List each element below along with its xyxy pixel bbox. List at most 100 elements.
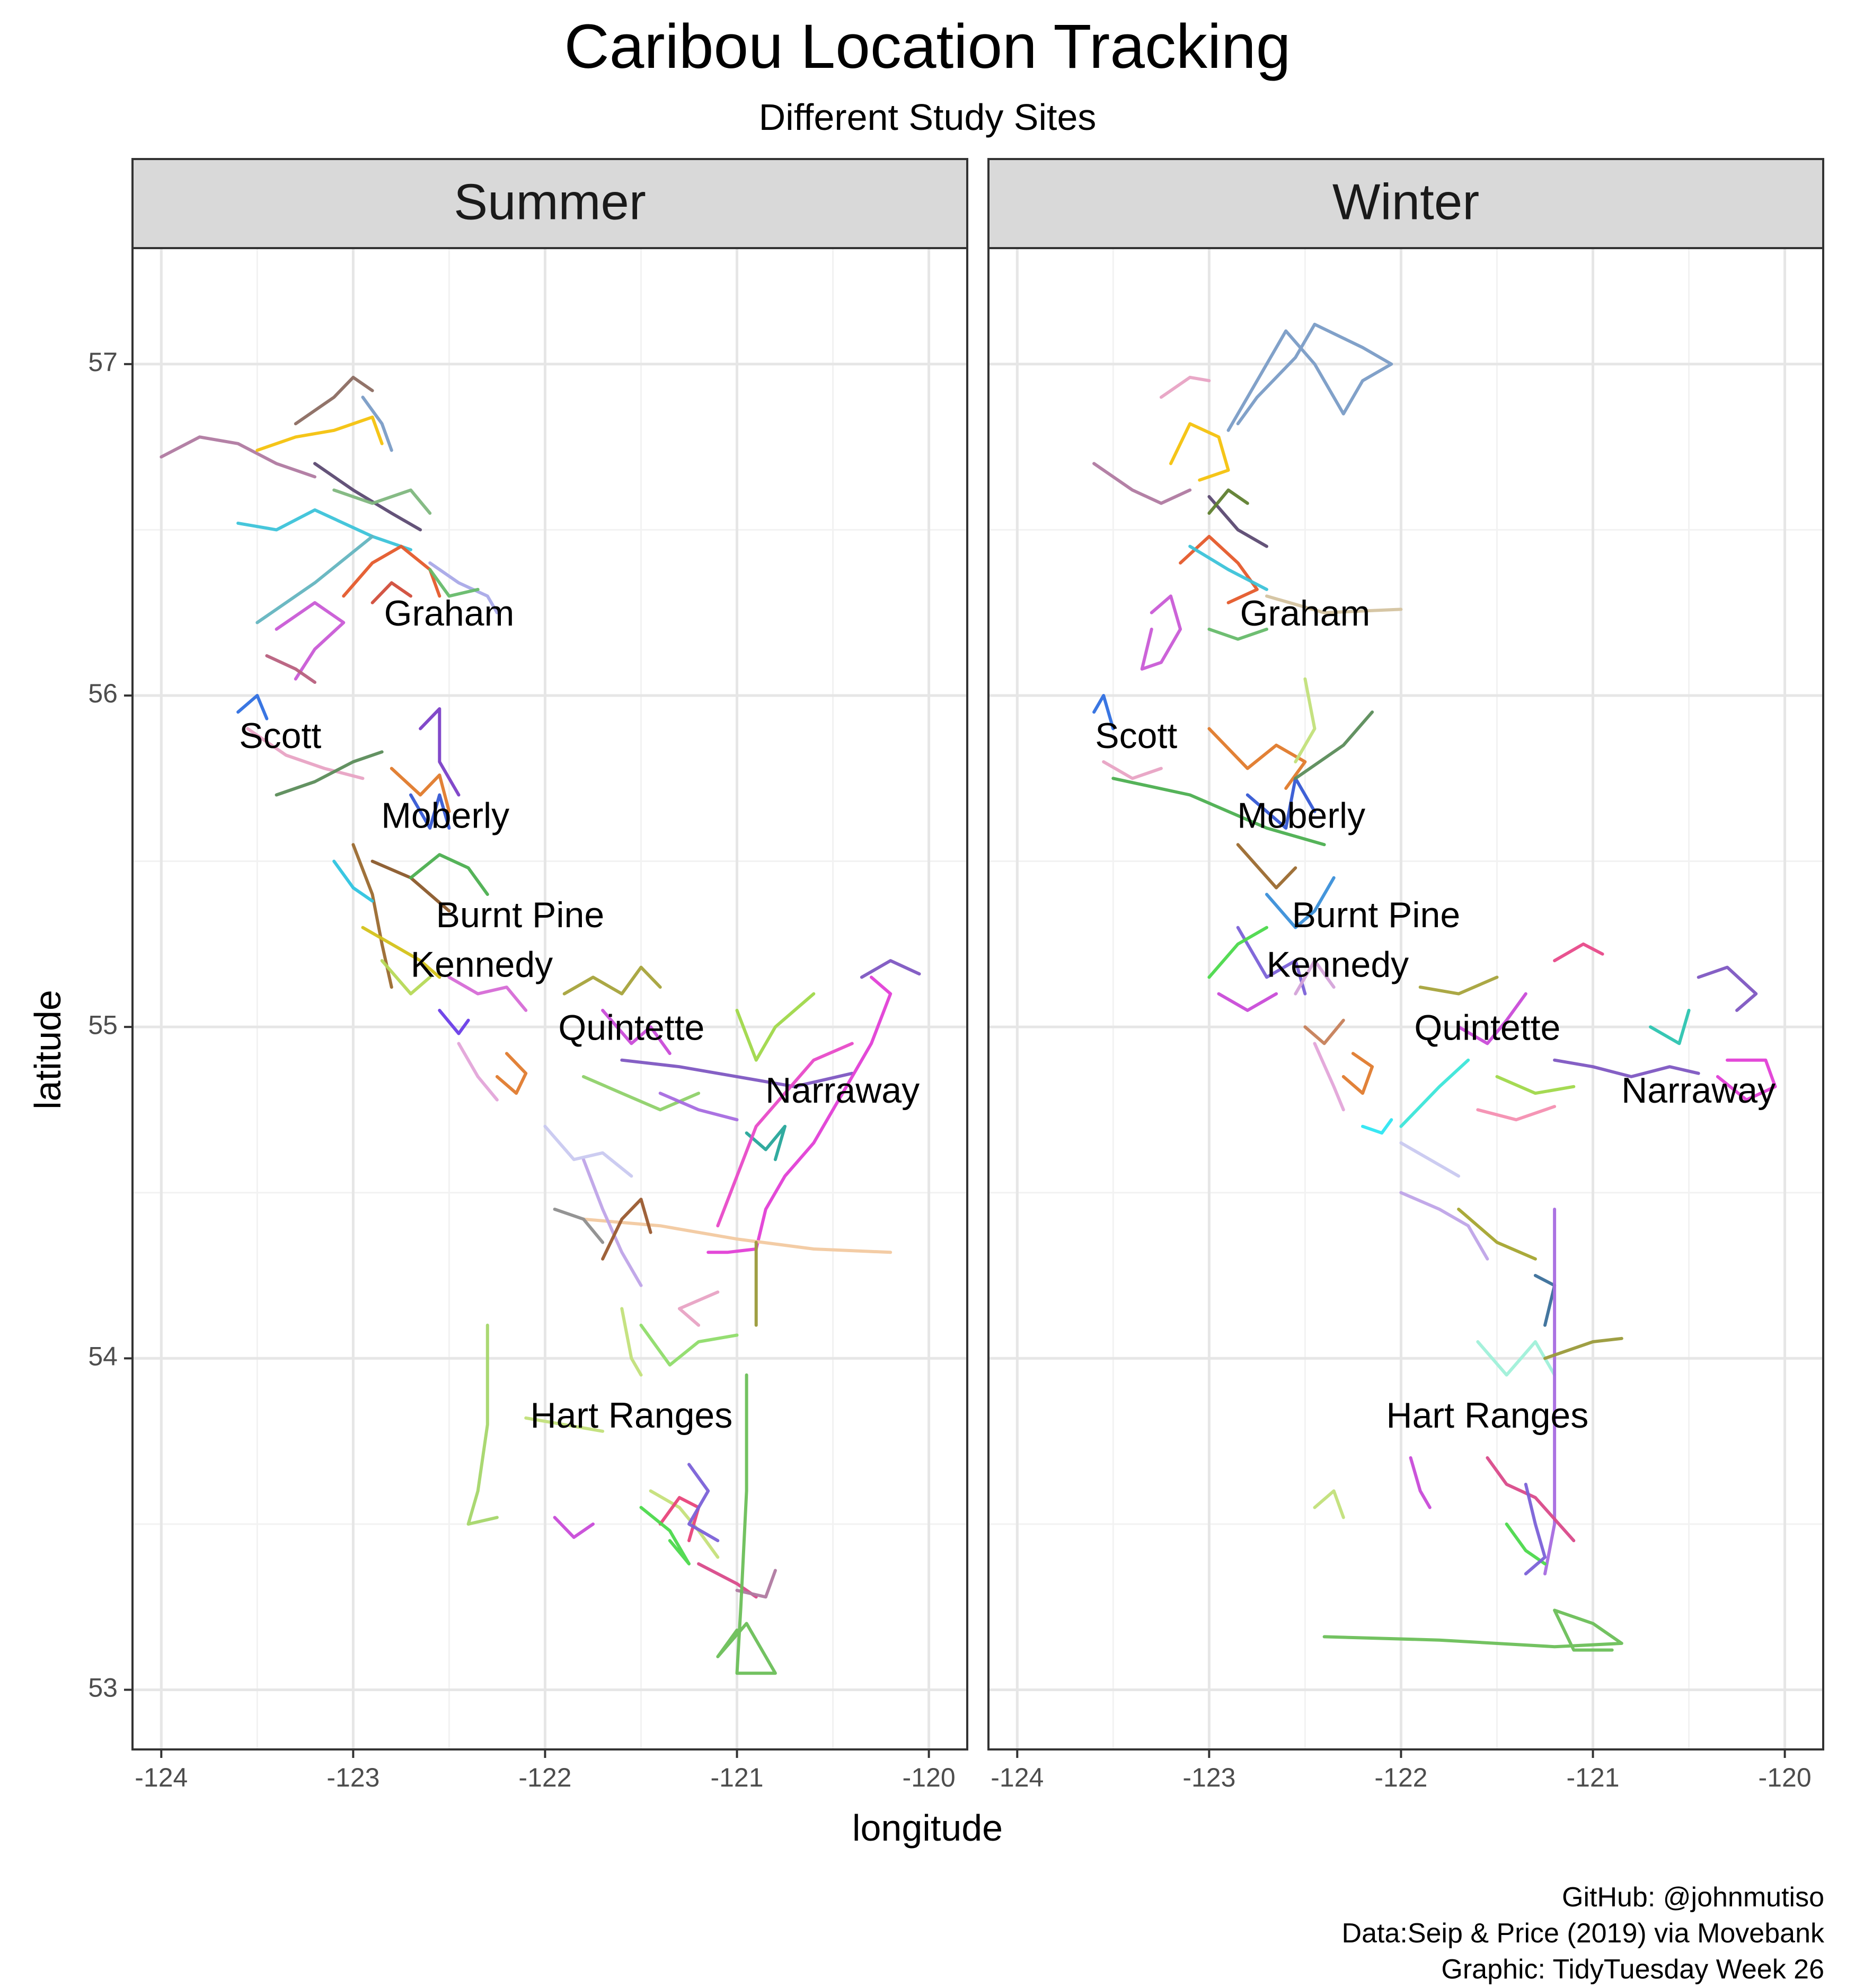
caribou-track	[255, 415, 384, 452]
caribou-track	[1476, 1105, 1557, 1122]
x-tick-label: -121	[1566, 1763, 1619, 1792]
caribou-track	[601, 1198, 652, 1261]
caribou-track	[1294, 959, 1336, 996]
caribou-track	[1486, 1456, 1576, 1543]
caribou-track	[543, 1124, 633, 1178]
facet-strip-label: Winter	[1332, 173, 1479, 230]
caribou-track	[1313, 1042, 1345, 1112]
caribou-track	[1553, 1058, 1700, 1078]
caribou-track	[1207, 495, 1268, 548]
facet-strip	[131, 158, 968, 249]
site-label: Moberly	[381, 795, 509, 835]
caribou-track	[1207, 727, 1307, 790]
caribou-track	[1236, 843, 1297, 890]
caribou-track	[1294, 710, 1374, 780]
caribou-track	[1179, 534, 1259, 604]
caribou-track	[620, 1307, 643, 1377]
caribou-track	[658, 1092, 739, 1122]
caribou-track	[1226, 322, 1393, 432]
caribou-track	[332, 859, 374, 903]
panel-background	[988, 248, 1823, 1749]
caribou-track	[649, 1489, 720, 1559]
caribou-track	[1188, 544, 1268, 591]
caribou-track	[1697, 965, 1758, 1012]
x-tick-label: -120	[903, 1763, 956, 1792]
caribou-track	[1495, 1075, 1576, 1095]
y-tick-label: 54	[88, 1342, 118, 1371]
caribou-track	[1265, 876, 1336, 929]
caribou-track	[1102, 760, 1163, 780]
site-label: Burnt Pine	[436, 895, 605, 935]
caribou-track	[687, 1463, 720, 1543]
caribou-track	[447, 975, 528, 1012]
site-label: Quintette	[1414, 1007, 1560, 1048]
caribou-track	[1217, 992, 1278, 1012]
site-label: Graham	[1240, 593, 1371, 634]
caribou-track	[1543, 1336, 1623, 1360]
caribou-track	[419, 707, 461, 797]
caribou-track	[1294, 677, 1317, 763]
caribou-track	[1457, 992, 1527, 1045]
caribou-track	[255, 534, 374, 624]
caribou-track	[1399, 1141, 1461, 1178]
caribou-track	[332, 488, 432, 515]
caribou-track	[160, 435, 316, 479]
caribou-track	[361, 926, 441, 979]
caribou-track	[361, 395, 393, 452]
caribou-track	[1457, 1208, 1537, 1261]
caribou-track	[677, 1290, 720, 1327]
caption: GitHub: @johnmutiso Data:Seip & Price (2…	[1342, 1879, 1824, 1987]
caribou-track	[1246, 777, 1317, 830]
caribou-track	[1543, 1208, 1557, 1576]
caribou-track	[236, 694, 269, 720]
caribou-track	[390, 767, 451, 813]
caribou-track	[1303, 1018, 1345, 1045]
caribou-track	[495, 1052, 528, 1095]
caribou-track	[457, 1042, 499, 1102]
caption-line: Graphic: TidyTuesday Week 26	[1441, 1954, 1824, 1985]
x-tick-label: -123	[1182, 1763, 1235, 1792]
x-tick-label: -122	[518, 1763, 571, 1792]
y-tick-label: 56	[88, 679, 118, 708]
site-label: Narraway	[1621, 1070, 1776, 1111]
x-tick-label: -120	[1759, 1763, 1812, 1792]
y-tick-label: 53	[88, 1673, 118, 1703]
caribou-track	[1409, 1456, 1432, 1509]
caribou-track	[735, 1569, 777, 1599]
caribou-track	[1341, 1052, 1374, 1095]
x-tick-label: -122	[1374, 1763, 1427, 1792]
caribou-track	[1322, 1608, 1623, 1652]
caribou-track	[620, 1058, 854, 1088]
site-label: Scott	[1095, 716, 1177, 756]
facet-strip-label: Summer	[454, 173, 646, 230]
site-label: Hart Ranges	[531, 1395, 733, 1436]
caribou-track	[275, 750, 384, 797]
site-label: Graham	[384, 593, 515, 634]
caribou-track	[466, 1323, 499, 1526]
caribou-track	[246, 727, 365, 780]
caribou-track	[562, 965, 662, 996]
caribou-track	[236, 508, 412, 551]
caribou-track	[1399, 1058, 1470, 1128]
caribou-track	[1207, 488, 1249, 515]
caribou-track	[1092, 694, 1115, 731]
x-tick-label: -121	[710, 1763, 763, 1792]
caribou-track	[581, 1158, 643, 1287]
caribou-track	[1361, 1118, 1393, 1135]
caribou-track	[601, 1008, 672, 1055]
caribou-track	[706, 975, 893, 1254]
site-label: Burnt Pine	[1292, 895, 1461, 935]
caribou-track	[370, 581, 412, 604]
caribou-track	[1092, 462, 1192, 505]
caribou-track	[860, 959, 921, 979]
x-axis-title: longitude	[852, 1807, 1003, 1849]
caribou-track	[1418, 975, 1499, 996]
caribou-track	[1399, 1191, 1489, 1261]
caribou-track	[275, 601, 346, 681]
x-tick-label: -123	[326, 1763, 379, 1792]
y-tick-label: 55	[88, 1010, 118, 1040]
caribou-track	[438, 1008, 470, 1035]
site-label: Moberly	[1237, 795, 1365, 835]
panel-background	[132, 248, 967, 1749]
